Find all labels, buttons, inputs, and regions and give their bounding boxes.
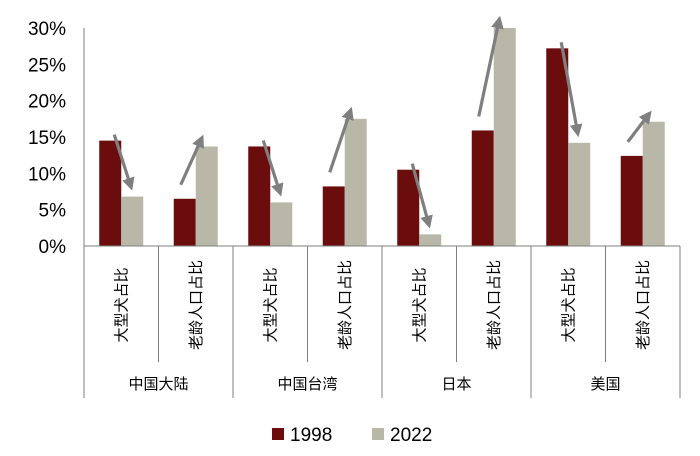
x-category-label: 老龄人口占比 [485,260,503,350]
bar-1998 [322,186,345,246]
bar-2022 [195,146,218,246]
bar-2022 [642,121,665,246]
legend-label-2022: 2022 [390,425,432,446]
y-tick-label: 0% [39,237,67,258]
trend-arrow-up [626,110,652,143]
trend-arrow-up [179,134,204,186]
x-group-label: 日本 [441,375,471,393]
x-group-label: 中国大陆 [128,375,188,393]
x-category-label: 老龄人口占比 [336,260,354,350]
trend-arrow-down [112,134,135,191]
legend-label-1998: 1998 [290,425,332,446]
bar-1998 [620,155,643,246]
y-tick-label: 20% [28,92,66,113]
trend-arrow-down [410,163,433,229]
x-category-label: 大型犬占比 [410,267,428,342]
trend-arrow-up [477,15,504,117]
y-tick-label: 5% [39,201,67,222]
bars [99,28,665,247]
x-category-label: 大型犬占比 [559,267,577,342]
y-tick-label: 10% [28,164,66,185]
y-tick-label: 25% [28,55,66,76]
bar-2022 [568,142,591,246]
bar-1998 [397,169,420,246]
trend-arrows [112,15,652,229]
bar-2022 [493,28,516,246]
bar-1998 [173,198,196,246]
x-category-label: 老龄人口占比 [187,260,205,350]
bar-1998 [248,146,271,246]
x-axis-labels: 大型犬占比 老龄人口占比 大型犬占比 老龄人口占比 大型犬占比 老龄人口占比 大型犬占比 老龄… [112,260,652,393]
x-category-label: 大型犬占比 [261,267,279,342]
y-tick-label: 15% [28,128,66,149]
bar-2022 [270,202,293,246]
legend-swatch-2022 [372,428,384,440]
trend-arrow-up [328,106,354,173]
trend-arrow-down [559,42,583,138]
legend: 1998 2022 [272,425,432,446]
y-tick-label: 30% [28,19,66,40]
bar-2022 [121,196,144,246]
x-group-label: 中国台湾 [277,375,337,393]
bar-1998 [471,130,494,246]
bar-2022 [344,118,367,246]
trend-arrow-down [261,139,284,197]
bar-1998 [99,140,122,246]
legend-swatch-1998 [272,428,284,440]
x-category-label: 老龄人口占比 [634,260,652,350]
bar-2022 [419,234,442,246]
axes [83,28,681,398]
bar-1998 [546,48,569,247]
y-axis-ticks: 0% 5% 10% 15% 20% 25% 30% [28,19,66,258]
x-group-label: 美国 [590,375,620,393]
x-category-label: 大型犬占比 [112,267,130,342]
